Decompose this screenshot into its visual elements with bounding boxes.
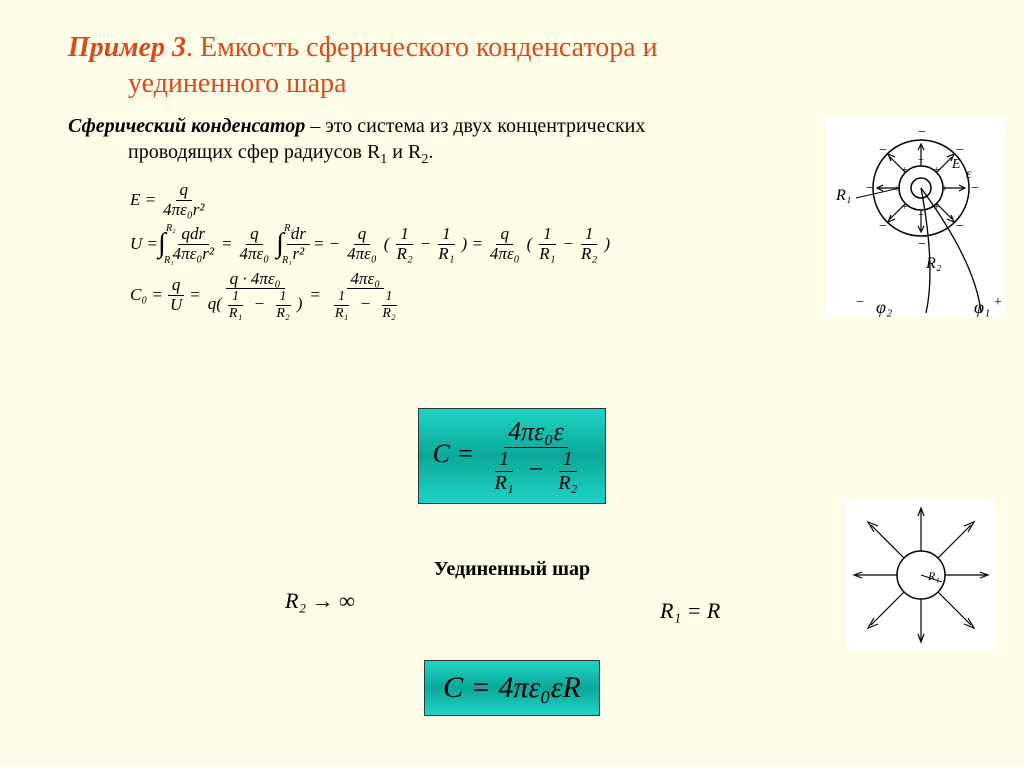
title-lead: Пример 3 <box>68 32 186 63</box>
svg-text:+: + <box>942 184 948 195</box>
title-rest2: уединенного шара <box>68 66 964 102</box>
svg-text:−: − <box>956 143 964 158</box>
svg-text:−: − <box>879 143 887 158</box>
svg-text:+: + <box>918 155 924 166</box>
boxed-formula-C: C = 4πε₀ε 1R₁ − 1R₂ <box>0 408 1024 504</box>
def-t1: – это система из двух концентрических <box>305 115 645 137</box>
svg-text:φ₁: φ₁ <box>974 297 990 317</box>
svg-text:+: + <box>934 165 940 176</box>
definition-term: Сферический конденсатор <box>68 115 305 137</box>
limit-R2: R₂ → ∞ <box>285 588 355 614</box>
svg-text:−: − <box>971 181 979 196</box>
svg-text:ε: ε <box>966 167 972 182</box>
slide-title: Пример 3. Емкость сферического конденсат… <box>0 0 1024 109</box>
svg-text:R₂: R₂ <box>925 255 942 272</box>
svg-text:R₁: R₁ <box>927 569 940 583</box>
svg-text:+: + <box>994 295 1002 310</box>
boxed-formula-C-sphere: C = 4πε₀εR <box>0 660 1024 716</box>
svg-text:+: + <box>902 165 908 176</box>
svg-text:+: + <box>902 202 908 213</box>
svg-text:−: − <box>918 237 926 252</box>
svg-text:φ₂: φ₂ <box>876 297 892 317</box>
capacitor-svg: + + + + + + + + − − − − − − − − R₁ R₂ φ₂… <box>826 118 1006 318</box>
svg-text:+: + <box>918 210 924 221</box>
svg-text:R₁: R₁ <box>835 187 851 204</box>
svg-text:−: − <box>918 125 926 140</box>
title-rest1: . Емкость сферического конденсатора и <box>186 32 658 63</box>
diagram-isolated-sphere: R₁ <box>846 500 996 650</box>
svg-text:−: − <box>956 219 964 234</box>
sphere-svg: R₁ <box>846 500 996 650</box>
svg-text:−: − <box>879 219 887 234</box>
diagram-spherical-capacitor: + + + + + + + + − − − − − − − − R₁ R₂ φ₂… <box>826 118 1006 318</box>
assign-R1: R₁ = R <box>660 598 720 624</box>
svg-text:−: − <box>856 295 864 310</box>
